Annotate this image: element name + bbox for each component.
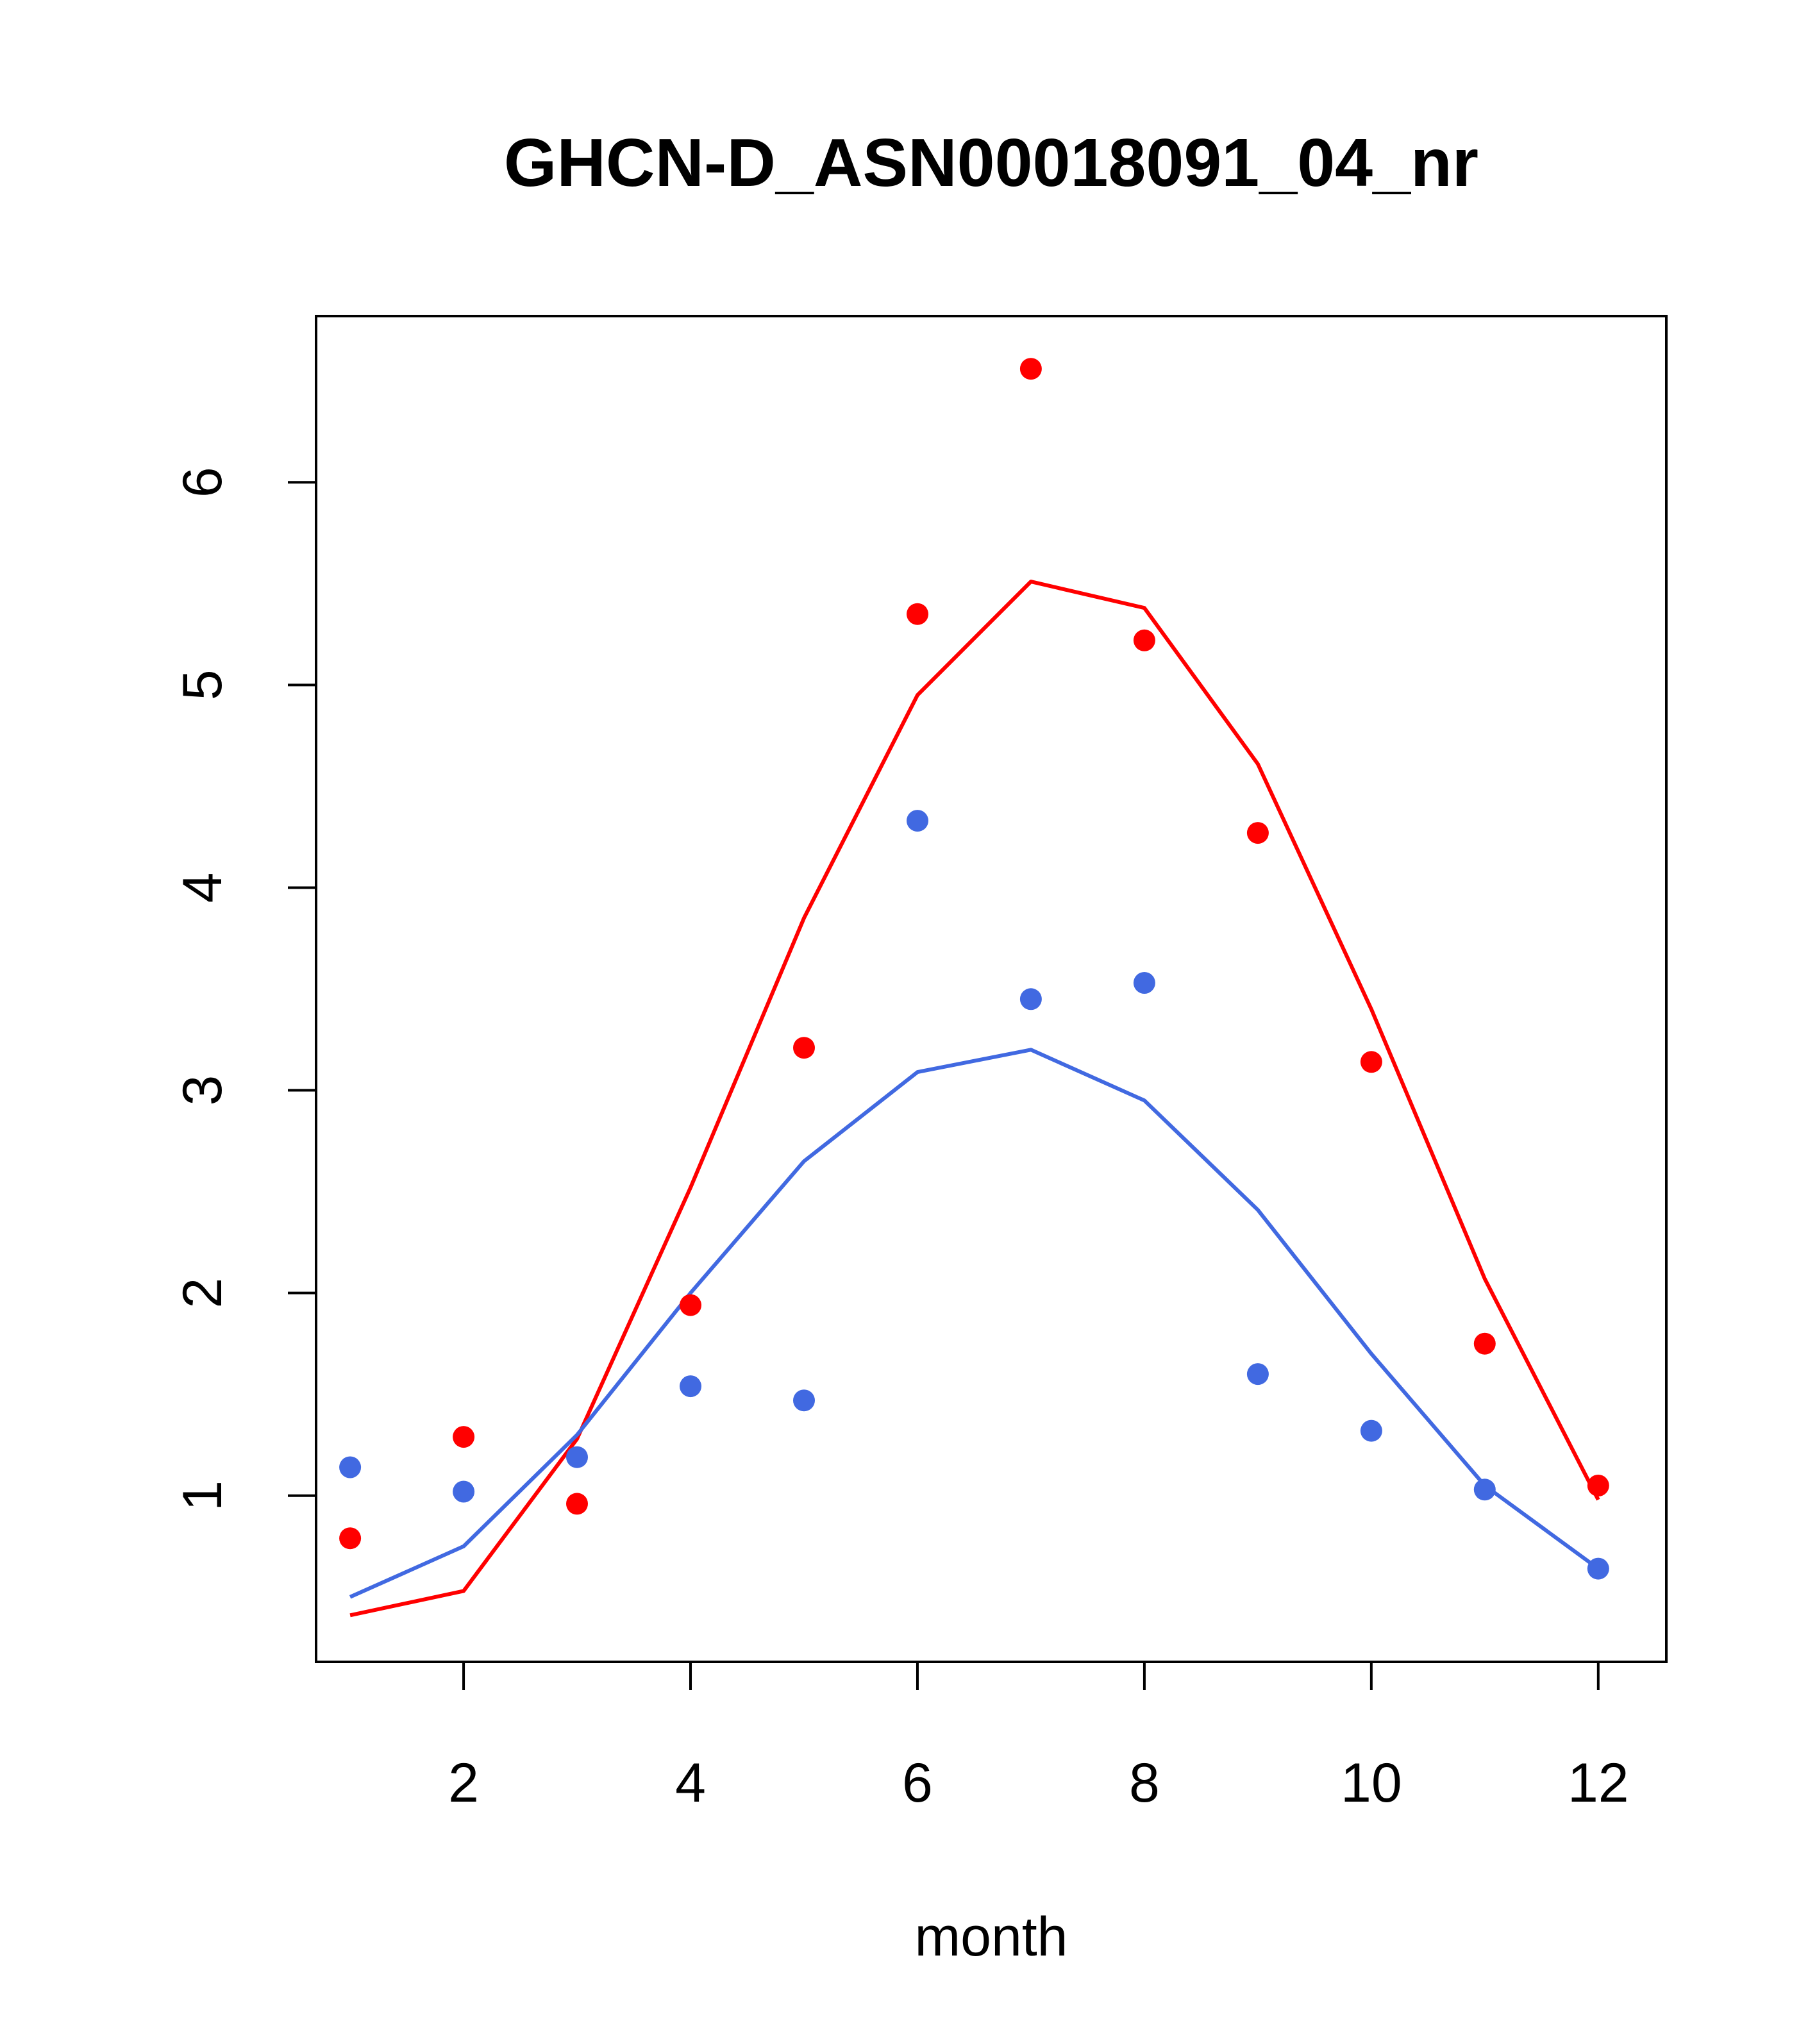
series-1-point (339, 1527, 362, 1550)
series-1-point (1019, 358, 1042, 380)
x-tick-label: 2 (448, 1752, 479, 1814)
series-1-point (793, 1037, 815, 1059)
series-2-point (453, 1480, 475, 1503)
series-1-point (1246, 822, 1269, 844)
series-2-point (793, 1389, 815, 1412)
y-tick-label: 6 (172, 467, 233, 498)
series-line-1 (349, 580, 1600, 1618)
x-tick-label: 4 (675, 1752, 706, 1814)
x-tick-label: 12 (1568, 1752, 1629, 1814)
series-1-point (1133, 629, 1155, 651)
series-1-point (453, 1426, 475, 1448)
x-axis-label: month (914, 1906, 1068, 1968)
series-2-point (680, 1375, 701, 1398)
series-lines (349, 580, 1600, 1618)
series-1-point (680, 1294, 701, 1316)
y-tick-label: 1 (172, 1480, 233, 1511)
series-2-point (1019, 988, 1042, 1010)
series-points (339, 358, 1609, 1580)
x-tick-label: 10 (1341, 1752, 1402, 1814)
series-line-2 (349, 1048, 1600, 1599)
series-1-point (1587, 1475, 1609, 1496)
series-2-point (1360, 1420, 1382, 1442)
x-axis: 2 4 6 8 10 12 (448, 1661, 1629, 1814)
series-2-point (907, 810, 928, 832)
series-2-point (566, 1446, 588, 1468)
series-1-point (1360, 1051, 1382, 1073)
series-2-point (1587, 1557, 1609, 1580)
x-tick-label: 8 (1129, 1752, 1160, 1814)
y-tick-label: 3 (172, 1075, 233, 1106)
series-2-point (1133, 972, 1155, 994)
series-2-point (339, 1456, 362, 1479)
series-2-point (1473, 1479, 1496, 1501)
y-tick-label: 5 (172, 669, 233, 700)
series-1-point (1473, 1332, 1496, 1355)
y-tick-label: 4 (172, 873, 233, 903)
chart-title: GHCN-D_ASN00018091_04_nr (504, 125, 1478, 201)
x-tick-label: 6 (902, 1752, 933, 1814)
y-axis: 1 2 3 4 5 6 (172, 467, 317, 1511)
series-1-point (907, 603, 928, 625)
y-tick-label: 2 (172, 1278, 233, 1309)
series-2-point (1246, 1363, 1269, 1386)
series-1-point (566, 1493, 588, 1515)
